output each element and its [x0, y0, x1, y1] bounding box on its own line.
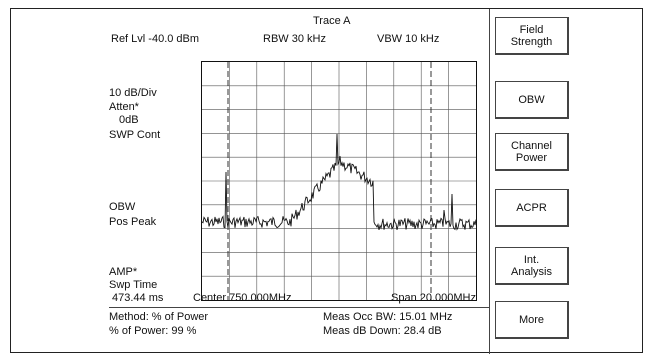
softkey-panel-divider: [489, 9, 490, 354]
db-down-readout: Meas dB Down: 28.4 dB: [323, 325, 442, 337]
channel-power-softkey[interactable]: Channel Power: [495, 133, 569, 171]
softkey-panel: Field Strength OBW Channel Power ACPR In…: [489, 9, 639, 354]
footer-divider: [109, 307, 489, 308]
spectrum-trace: [202, 133, 476, 231]
swp-time-label: Swp Time: [109, 279, 158, 291]
occupied-bw-readout: Meas Occ BW: 15.01 MHz: [323, 311, 453, 323]
atten-label: Atten*: [109, 101, 139, 113]
amp-label: AMP*: [109, 266, 138, 278]
percent-power-readout: % of Power: 99 %: [109, 325, 197, 337]
center-frequency-readout: Center 750.000MHz: [193, 292, 292, 304]
method-readout: Method: % of Power: [109, 311, 209, 323]
scale-readout: 10 dB/Div: [109, 87, 157, 99]
int-analysis-softkey[interactable]: Int. Analysis: [495, 247, 569, 285]
span-readout: Span 20.000MHz: [391, 292, 476, 304]
ref-level-readout: Ref Lvl -40.0 dBm: [111, 33, 200, 45]
field-strength-softkey[interactable]: Field Strength: [495, 17, 569, 55]
vbw-readout: VBW 10 kHz: [377, 33, 440, 45]
rbw-readout: RBW 30 kHz: [263, 33, 326, 45]
obw-label: OBW: [109, 201, 136, 213]
obw-softkey[interactable]: OBW: [495, 81, 569, 119]
spectrum-plot: [201, 61, 477, 301]
spectrum-svg: [202, 62, 476, 300]
detector-readout: Pos Peak: [109, 216, 157, 228]
trace-title: Trace A: [313, 15, 351, 27]
swp-time-value: 473.44 ms: [112, 292, 164, 304]
more-softkey[interactable]: More: [495, 301, 569, 339]
atten-value: 0dB: [119, 114, 139, 126]
acpr-softkey[interactable]: ACPR: [495, 189, 569, 227]
sweep-mode-readout: SWP Cont: [109, 129, 161, 141]
analyzer-screen: Trace A Ref Lvl -40.0 dBm RBW 30 kHz VBW…: [10, 8, 643, 354]
